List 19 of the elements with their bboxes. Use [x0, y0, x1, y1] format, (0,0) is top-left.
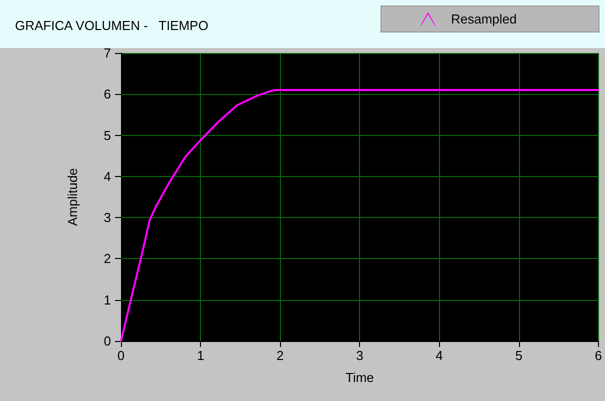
x-tick-label: 4 [436, 348, 443, 363]
y-tick-label: 7 [104, 46, 111, 60]
x-axis-title: Time [345, 370, 374, 385]
y-tick-label: 0 [104, 334, 111, 348]
x-tick-label: 5 [515, 348, 522, 363]
y-axis-title: Amplitude [65, 168, 80, 226]
legend-label: Resampled [451, 12, 590, 26]
x-tick-label: 2 [276, 348, 284, 363]
x-tick-label: 1 [196, 348, 204, 363]
y-tick-label: 5 [104, 128, 111, 143]
x-tick-label: 6 [594, 348, 602, 363]
y-tick-label: 2 [104, 251, 111, 266]
y-tick-label: 3 [104, 210, 111, 226]
x-tick-label: 0 [117, 348, 125, 363]
chart-title: GRAFICA VOLUMEN - TIEMPO [15, 18, 208, 33]
y-tick-label: 4 [104, 168, 111, 184]
x-tick-label: 3 [356, 348, 364, 363]
y-tick-label: 6 [104, 86, 111, 102]
y-tick-label: 1 [104, 292, 111, 308]
